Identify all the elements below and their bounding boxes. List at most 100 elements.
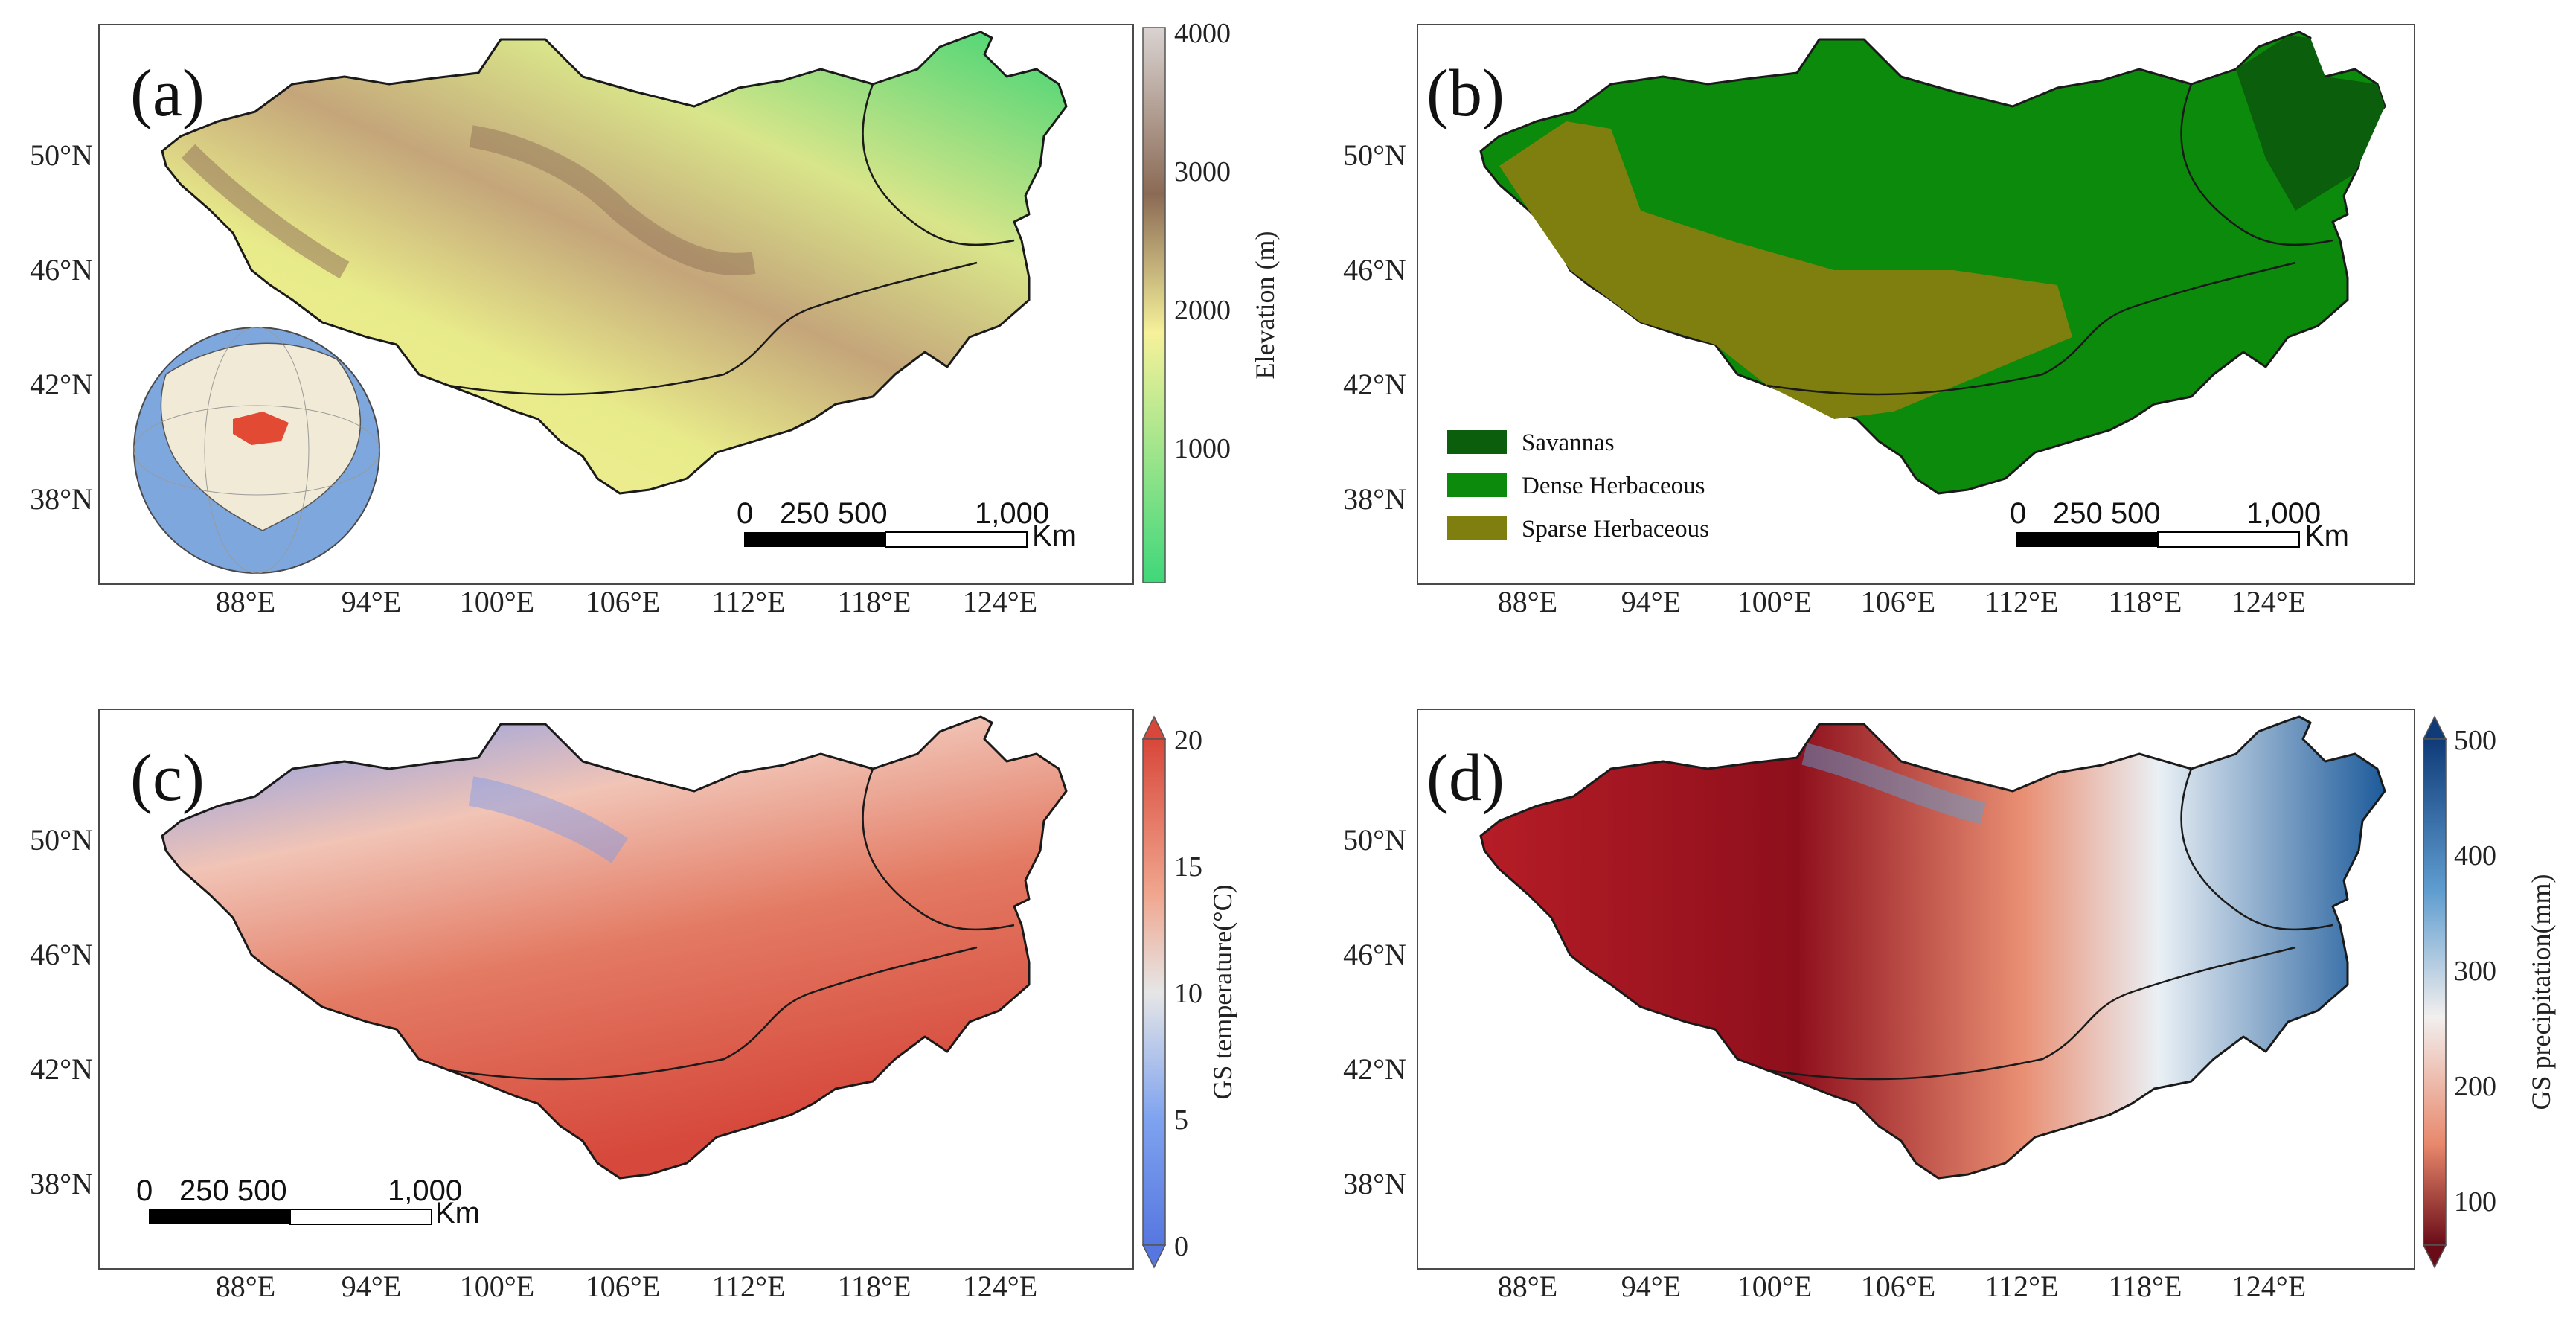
panel-d-lon-label: 124°E [2231,1270,2306,1303]
scale-bar-white [289,1209,432,1225]
panel-a-internal-border-east [862,83,1015,246]
panel-b-lon-label: 124°E [2231,585,2306,618]
scale-zero: 0 [2010,497,2026,530]
panel-b-lon-label: 94°E [1621,585,1681,618]
panel-c: 0 250 500 1,000 Km (c) [98,709,1134,1270]
scale-max: 1,000 [2246,497,2321,530]
panel-d-lon-label: 106°E [1861,1270,1935,1303]
globe-longitude-line [204,327,310,574]
colorbar-a-tick-1000: 1000 [1174,433,1231,464]
panel-a-lat-label: 42°N [30,368,93,401]
legend-swatch-dense-herbaceous [1447,473,1507,497]
scale-bar-black [149,1209,290,1224]
colorbar-c-extend-top [1141,715,1167,740]
scale-bar-black [744,532,885,547]
colorbar-d-tick-300: 300 [2454,956,2496,987]
scale-bar-black [2016,532,2158,547]
scale-zero: 0 [737,497,753,530]
colorbar-a-tick-3000: 3000 [1174,156,1231,188]
colorbar-a-tick-4000: 4000 [1174,18,1231,49]
panel-b-label: (b) [1426,57,1505,130]
panel-c-cold-mountains [468,776,629,863]
scale-zero: 0 [136,1174,153,1207]
panel-a-internal-border-south [448,261,978,396]
panel-c-lon-label: 100°E [460,1270,534,1303]
panel-d-label: (d) [1426,741,1505,815]
colorbar-a-bar [1142,27,1166,583]
panel-d-internal-border-east [2180,768,2333,931]
panel-b-lon-label: 100°E [1737,585,1812,618]
panel-b-lat-label: 46°N [1343,253,1406,287]
panel-b: Savannas Dense Herbaceous Sparse Herbace… [1417,24,2415,585]
panel-a-lon-label: 100°E [460,585,534,618]
scale-bar-white [885,531,1028,548]
colorbar-c-title: GS temperature(°C) [1208,884,1237,1099]
panel-d-lon-label: 100°E [1737,1270,1812,1303]
scale-unit: Km [1032,519,1077,552]
panel-b-legend: Savannas Dense Herbaceous Sparse Herbace… [1447,429,1709,543]
panel-c-lat-label: 42°N [30,1052,93,1086]
panel-d-lon-label: 88°E [1498,1270,1557,1303]
panel-a-label: (a) [130,57,205,130]
panel-d-wet-mountains [1801,743,1986,825]
colorbar-c-tick-0: 0 [1174,1231,1188,1262]
panel-d-lat-label: 42°N [1343,1052,1406,1086]
panel-d-lat-label: 38°N [1343,1167,1406,1200]
panel-b-lat-label: 38°N [1343,482,1406,516]
panel-b-savannas-area [2236,36,2385,211]
colorbar-a-title: Elevation (m) [1250,231,1280,380]
colorbar-c-tick-20: 20 [1174,725,1202,756]
colorbar-c-bar [1142,738,1166,1246]
panel-a: 0 250 500 1,000 Km (a) [98,24,1134,585]
scale-mid: 250 500 [780,497,888,530]
panel-b-internal-border-south [1766,261,2296,396]
panel-b-internal-border-east [2180,83,2333,246]
panel-c-internal-border-south [448,946,978,1081]
panel-c-lat-label: 38°N [30,1167,93,1200]
colorbar-d-title: GS precipitation(mm) [2526,874,2556,1110]
panel-a-lon-label: 88°E [216,585,275,618]
scale-unit: Km [435,1197,480,1229]
panel-a-lat-label: 38°N [30,482,93,516]
scale-mid: 250 500 [179,1174,287,1207]
scale-mid: 250 500 [2053,497,2161,530]
colorbar-d-tick-200: 200 [2454,1071,2496,1102]
legend-label-savannas: Savannas [1522,429,1615,456]
panel-a-lat-label: 50°N [30,138,93,172]
panel-c-lon-label: 112°E [712,1270,786,1303]
colorbar-c-extend-bottom [1141,1244,1167,1269]
colorbar-a-tick-2000: 2000 [1174,295,1231,326]
colorbar-d-extend-top [2422,715,2447,740]
colorbar-d: 500 400 300 200 100 GS precipitation(mm) [2422,715,2556,1269]
panel-c-lon-label: 124°E [963,1270,1037,1303]
panel-b-lon-label: 106°E [1861,585,1935,618]
panel-c-scale-bar: 0 250 500 1,000 Km [136,1174,480,1229]
panel-a-lon-label: 112°E [712,585,786,618]
panel-d-lat-label: 50°N [1343,823,1406,857]
legend-swatch-sparse-herbaceous [1447,516,1507,540]
legend-label-dense-herbaceous: Dense Herbaceous [1522,473,1705,499]
panel-a-lon-label: 124°E [963,585,1037,618]
colorbar-c: 20 15 10 5 0 GS temperature(°C) [1141,715,1237,1269]
globe-latitude-line [133,405,380,496]
panel-b-sparse-herbaceous-area [1499,121,2072,419]
colorbar-c-tick-15: 15 [1174,851,1202,883]
panel-c-internal-border-east [862,768,1015,931]
legend-swatch-savannas [1447,430,1507,454]
panel-d-lon-label: 94°E [1621,1270,1681,1303]
globe-study-area [233,412,289,445]
panel-c-lat-label: 46°N [30,938,93,971]
panel-d-lat-label: 46°N [1343,938,1406,971]
legend-label-sparse-herbaceous: Sparse Herbaceous [1522,516,1709,543]
scale-bar-white [2157,531,2300,548]
colorbar-d-bar [2423,738,2447,1246]
scale-max: 1,000 [388,1174,462,1207]
panel-b-lon-label: 88°E [1498,585,1557,618]
colorbar-d-tick-500: 500 [2454,725,2496,756]
panel-d-lon-label: 112°E [1985,1270,2059,1303]
panel-b-lon-label: 112°E [1985,585,2059,618]
globe-inset [133,327,380,574]
axis-labels: 88°E 94°E 100°E 106°E 112°E 118°E 124°E 50°N 46°… [30,138,2306,1303]
panel-b-lon-label: 118°E [2109,585,2182,618]
